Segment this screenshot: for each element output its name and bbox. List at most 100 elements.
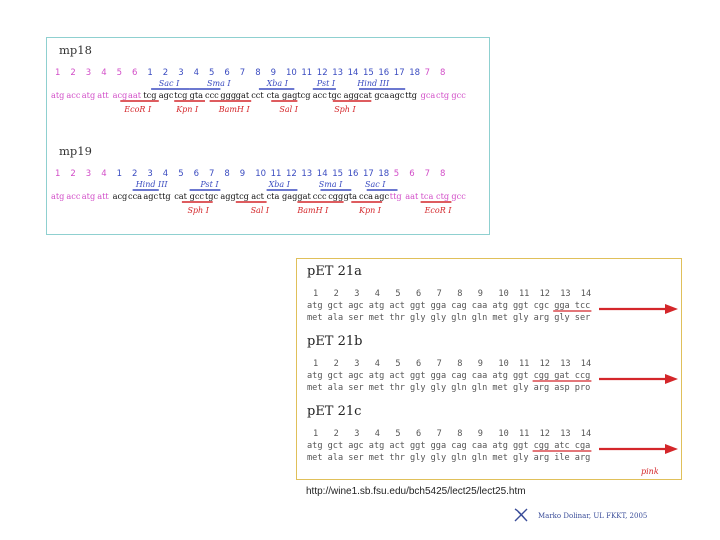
pet-dna-codon: atg — [369, 441, 385, 451]
pet-position-number: 4 — [375, 359, 380, 369]
mp19-position-number: 3 — [86, 169, 91, 179]
pet-amino-acid: gly — [513, 313, 529, 323]
mp19-position-number: 1 — [117, 169, 122, 179]
pet-amino-acid: gly — [431, 383, 447, 393]
pet-frame-title: pET 21a — [307, 264, 362, 279]
pet-amino-acid: gln — [472, 453, 488, 463]
mp-vector-panel: mp18 1 2 3 4 5 6 1 2 3 4 5 6 7 8 9 10 11 12 13 14 15 16 17 18 7 8 S… — [46, 37, 490, 235]
credit-line: Marko Dolinar, UL FKKT, 2005 — [514, 508, 647, 522]
mp19-position-number: 17 — [363, 169, 374, 179]
mp18-position-number: 18 — [409, 68, 420, 78]
mp18-top-site-label: Pst I — [316, 79, 336, 88]
pet-position-number: 14 — [581, 359, 591, 369]
mp19-codon: atg — [51, 191, 64, 201]
mp19-bottom-site-label: Sph I — [187, 206, 209, 215]
pet-amino-acid: thr — [389, 453, 405, 463]
pet-dna-codon: agc — [348, 301, 364, 311]
mp18-codon: cct — [251, 90, 264, 100]
dna-helix-icon — [514, 508, 528, 522]
pet-position-number: 13 — [560, 359, 570, 369]
mp19-position-number: 9 — [240, 169, 245, 179]
mp18-position-number: 3 — [178, 68, 183, 78]
pet-position-number: 13 — [560, 429, 570, 439]
pet-dna-codon: ccg — [575, 371, 591, 381]
pet-position-number: 1 — [313, 429, 318, 439]
pet-dna-codon: cag — [451, 301, 467, 311]
mp18-top-site-label: Sma I — [207, 79, 231, 88]
mp18-position-number: 4 — [101, 68, 106, 78]
pet-dna-codon: cgg — [534, 371, 550, 381]
pet-position-number: 2 — [334, 359, 339, 369]
mp19-codon: tcg — [236, 191, 249, 201]
mp18-codon: att — [97, 90, 109, 100]
mp18-position-number: 17 — [394, 68, 405, 78]
pet-amino-acid: ala — [328, 313, 344, 323]
mp19-codon: gat — [297, 191, 311, 201]
pet-amino-acid: arg — [575, 453, 591, 463]
mp19-codon: cca — [128, 191, 142, 201]
pet-position-number: 11 — [519, 289, 529, 299]
pet-position-number: 7 — [437, 429, 442, 439]
pet-amino-acid: met — [369, 383, 385, 393]
mp19-title: mp19 — [59, 144, 92, 158]
pet-position-number: 3 — [354, 359, 359, 369]
mp18-top-site-label: Sac I — [159, 79, 180, 88]
pet-amino-acid: ser — [348, 313, 364, 323]
pet-amino-acid: gly — [410, 383, 426, 393]
pet-amino-acid: ala — [328, 383, 344, 393]
pet-dna-codon: gga — [431, 441, 447, 451]
mp18-position-number: 7 — [425, 68, 430, 78]
mp18-codon: acc — [66, 90, 80, 100]
pet-amino-acid: met — [369, 453, 385, 463]
pet-amino-acid: gln — [472, 383, 488, 393]
mp19-codon: agc — [143, 191, 158, 201]
pet-dna-codon: cgg — [534, 441, 550, 451]
source-url[interactable]: http://wine1.sb.fsu.edu/bch5425/lect25/l… — [306, 486, 526, 497]
pet-position-number: 11 — [519, 359, 529, 369]
mp18-codon: cat — [359, 90, 372, 100]
mp18-codon: gca — [374, 90, 389, 100]
mp18-codon: tcg — [143, 90, 156, 100]
pet-amino-acid: thr — [389, 383, 405, 393]
mp19-position-number: 12 — [286, 169, 297, 179]
mp18-position-number: 1 — [147, 68, 152, 78]
pet-position-number: 2 — [334, 429, 339, 439]
mp19-codon: ctg — [436, 191, 449, 201]
pet-dna-codon: gga — [554, 301, 570, 311]
mp19-codon: cca — [359, 191, 373, 201]
pet-dna-codon: gct — [328, 301, 344, 311]
mp18-position-number: 16 — [378, 68, 389, 78]
mp18-codon: agc — [390, 90, 405, 100]
pet-dna-codon: ggt — [410, 301, 426, 311]
pet-amino-acid: gly — [410, 453, 426, 463]
mp18-codon: gcc — [451, 90, 466, 100]
pet-position-number: 6 — [416, 429, 421, 439]
pet-amino-acid: gly — [513, 383, 529, 393]
mp18-position-number: 1 — [55, 68, 60, 78]
pet-position-number: 7 — [437, 289, 442, 299]
pet-amino-acid: arg — [534, 383, 550, 393]
pet-amino-acid: arg — [534, 453, 550, 463]
pet-position-number: 1 — [313, 359, 318, 369]
mp19-position-number: 4 — [101, 169, 106, 179]
mp19-position-number: 6 — [194, 169, 199, 179]
pet-amino-acid: ile — [554, 453, 570, 463]
mp19-codon: att — [97, 191, 109, 201]
pet-dna-codon: gga — [431, 301, 447, 311]
pet-amino-acid: gly — [431, 453, 447, 463]
mp18-codon: gca — [421, 90, 436, 100]
pet-dna-codon: cag — [451, 371, 467, 381]
pet-position-number: 13 — [560, 289, 570, 299]
mp18-codon: tcg — [297, 90, 310, 100]
mp18-position-number: 14 — [348, 68, 359, 78]
mp19-bottom-site-label: BamH I — [296, 206, 329, 215]
pet-dna-codon: gct — [328, 441, 344, 451]
pet-dna-codon: ggt — [513, 441, 529, 451]
mp18-bottom-site-label: Sal I — [279, 105, 298, 114]
mp19-position-number: 6 — [409, 169, 414, 179]
mp18-bottom-site-label: BamH I — [218, 105, 251, 114]
pet-dna-codon: act — [389, 441, 405, 451]
mp18-position-number: 11 — [301, 68, 312, 78]
pet-dna-codon: cgc — [534, 301, 550, 311]
